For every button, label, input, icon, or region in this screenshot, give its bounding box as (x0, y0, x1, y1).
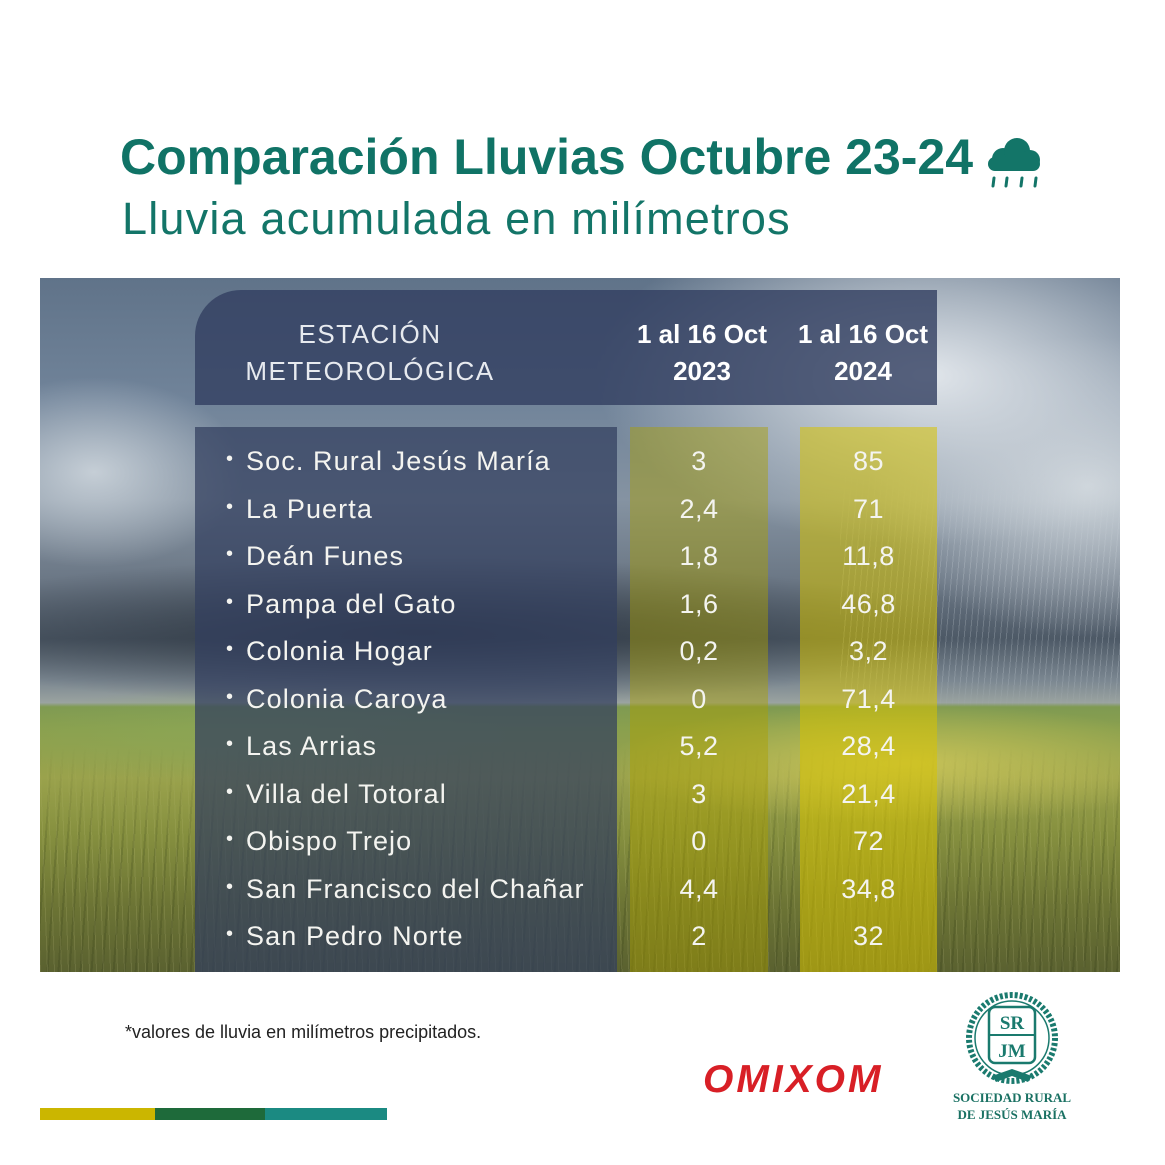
header-2023: 1 al 16 Oct 2023 (627, 316, 777, 390)
rainfall-2023-value: 3 (691, 446, 707, 476)
org-name-line1: SOCIEDAD RURAL (952, 1090, 1072, 1105)
rainfall-2024-column: 85 71 11,8 46,8 3,2 71,4 28,4 21,4 72 34,8 32 (800, 427, 937, 972)
station-name: Colonia Caroya (195, 674, 617, 724)
accent-bar-green (155, 1108, 265, 1120)
rainfall-2023-value: 0,2 (679, 636, 719, 666)
rainfall-2024-value: 3,2 (848, 636, 889, 666)
header-2024-line2: 2024 (834, 356, 892, 386)
rainfall-2023-value: 0 (691, 826, 707, 856)
srjm-emblem: SR JM (966, 992, 1058, 1084)
rainfall-2024-value: 32 (852, 921, 885, 951)
table-header: ESTACIÓN METEOROLÓGICA 1 al 16 Oct 2023 … (195, 290, 937, 405)
omixom-logo: OMIXOM (703, 1058, 884, 1101)
header-station: ESTACIÓN METEOROLÓGICA (195, 316, 545, 390)
rainfall-2024-value: 21,4 (841, 778, 896, 809)
emblem-letters-top: SR (1000, 1013, 1025, 1034)
station-column: Soc. Rural Jesús MaríaLa PuertaDeán Fune… (195, 427, 617, 972)
rainfall-2024-value: 46,8 (841, 588, 896, 619)
rainfall-2023-value: 4,4 (679, 873, 719, 904)
rainfall-2023-column: 3 2,4 1,8 1,6 0,2 0 5,2 3 0 4,4 2 (630, 427, 768, 972)
rainfall-2024-value: 72 (852, 826, 885, 856)
station-name: Soc. Rural Jesús María (195, 436, 617, 486)
station-name: La Puerta (195, 484, 617, 534)
header-station-line1: ESTACIÓN (298, 319, 442, 349)
rainfall-2023-value: 2 (691, 921, 707, 951)
header-2024-line1: 1 al 16 Oct (797, 319, 929, 349)
station-name: Obispo Trejo (195, 816, 617, 866)
rainfall-2024-value: 85 (852, 446, 885, 476)
page-title: Comparación Lluvias Octubre 23-24 (120, 129, 974, 185)
org-name-line2: DE JESÚS MARÍA (957, 1107, 1067, 1122)
station-name: San Francisco del Chañar (195, 864, 617, 914)
rainfall-2023-value: 0 (691, 683, 707, 714)
station-name: Las Arrias (195, 721, 617, 771)
rainfall-2024-value: 34,8 (841, 873, 896, 904)
cloud-shape (988, 138, 1040, 171)
header-2023-line2: 2023 (673, 356, 731, 386)
rainfall-2023-value: 1,8 (679, 541, 719, 571)
rain-cloud-icon (988, 138, 1040, 188)
station-name: San Pedro Norte (195, 911, 617, 961)
page-subtitle: Lluvia acumulada en milímetros (122, 193, 791, 244)
header-2023-line1: 1 al 16 Oct (636, 319, 768, 349)
rainfall-2023-value: 2,4 (679, 493, 719, 524)
rainfall-2023-value: 1,6 (679, 588, 719, 619)
accent-bar-yellow (40, 1108, 155, 1120)
header-station-line2: METEOROLÓGICA (245, 356, 495, 386)
station-name: Colonia Hogar (195, 626, 617, 676)
org-name: SOCIEDAD RURAL DE JESÚS MARÍA (942, 1089, 1082, 1123)
rainfall-2023-value: 3 (691, 778, 707, 809)
footnote: *valores de lluvia en milímetros precipi… (125, 1022, 482, 1042)
header-2024: 1 al 16 Oct 2024 (793, 316, 933, 390)
rainfall-2024-value: 71,4 (841, 683, 896, 714)
accent-bar-teal (265, 1108, 387, 1120)
emblem-letters-bottom: JM (998, 1041, 1026, 1062)
emblem-wreath (966, 992, 1058, 1084)
rainfall-2024-value: 28,4 (841, 731, 896, 761)
station-name: Villa del Totoral (195, 769, 617, 819)
emblem-ribbon (992, 1069, 1032, 1082)
rainfall-2024-value: 11,8 (842, 541, 895, 571)
station-name: Pampa del Gato (195, 579, 617, 629)
raindrops (991, 176, 1038, 188)
rainfall-2024-value: 71 (852, 493, 885, 524)
rainfall-2023-value: 5,2 (679, 731, 719, 761)
station-name: Deán Funes (195, 531, 617, 581)
